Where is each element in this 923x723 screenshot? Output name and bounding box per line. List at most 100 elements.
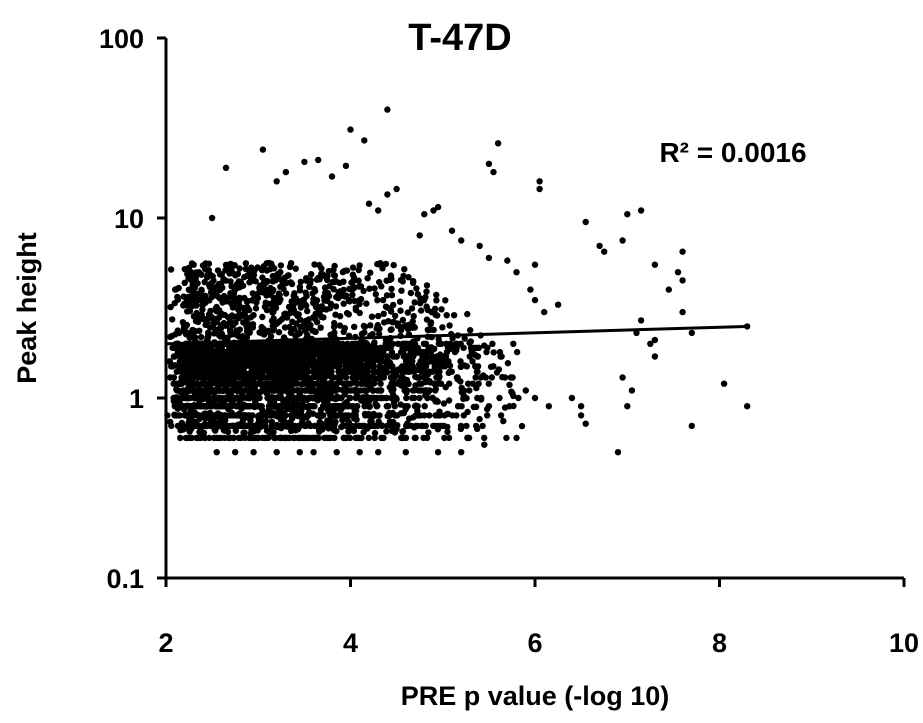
data-point — [307, 321, 314, 329]
data-point — [404, 326, 412, 333]
data-point — [281, 310, 288, 318]
data-point — [333, 428, 340, 435]
data-point — [509, 374, 516, 381]
data-point — [230, 434, 237, 442]
data-point — [209, 273, 216, 280]
data-point — [367, 345, 374, 352]
data-point — [495, 366, 503, 373]
data-point — [232, 449, 239, 456]
data-point — [419, 353, 426, 360]
data-point — [336, 353, 344, 360]
data-point — [413, 403, 421, 410]
data-point — [361, 422, 368, 430]
data-point — [330, 374, 337, 381]
data-point — [222, 164, 230, 171]
data-point — [433, 297, 440, 304]
data-point — [251, 267, 258, 275]
data-point — [399, 428, 407, 435]
data-point — [181, 300, 188, 308]
data-point — [490, 349, 497, 356]
data-point — [311, 315, 319, 323]
data-point — [309, 327, 316, 334]
data-point — [185, 380, 192, 387]
data-point — [688, 329, 695, 337]
data-point — [393, 185, 400, 193]
data-point — [351, 408, 358, 415]
data-point — [387, 374, 395, 381]
data-point — [345, 428, 352, 435]
data-point — [444, 428, 451, 435]
data-point — [212, 427, 219, 434]
data-point — [400, 368, 407, 375]
data-point — [394, 322, 402, 329]
data-point — [394, 412, 401, 419]
data-point — [219, 284, 226, 291]
data-point — [582, 218, 589, 226]
data-point — [262, 299, 269, 306]
data-point — [321, 284, 329, 291]
data-point — [381, 319, 388, 326]
data-point — [204, 353, 211, 360]
data-point — [358, 394, 365, 402]
data-point — [269, 322, 276, 330]
data-point — [503, 434, 510, 442]
data-point — [339, 268, 346, 276]
data-point — [273, 412, 280, 419]
data-point — [485, 380, 492, 387]
data-point — [352, 353, 360, 360]
data-point — [250, 449, 257, 456]
data-point — [405, 368, 412, 375]
data-point — [430, 207, 437, 214]
data-point — [679, 248, 686, 255]
data-point — [235, 410, 243, 418]
data-point — [269, 288, 276, 295]
data-point — [392, 312, 399, 320]
data-point — [293, 310, 300, 317]
data-point — [330, 323, 338, 331]
data-point — [402, 449, 409, 456]
data-point — [357, 349, 364, 356]
data-point — [209, 348, 217, 356]
data-point — [324, 394, 332, 402]
data-point — [193, 301, 200, 308]
data-point — [479, 422, 486, 430]
data-point — [292, 265, 299, 272]
data-point — [469, 358, 476, 365]
data-point — [219, 310, 226, 318]
data-point — [300, 380, 307, 387]
data-point — [460, 392, 467, 399]
data-point — [251, 403, 258, 411]
data-point — [206, 434, 213, 442]
data-point — [425, 344, 432, 351]
data-point — [422, 294, 429, 301]
data-point — [263, 279, 270, 286]
data-point — [382, 340, 389, 347]
data-point — [239, 403, 246, 410]
data-point — [208, 368, 215, 375]
data-point — [356, 309, 363, 317]
data-point — [234, 328, 241, 336]
data-point — [241, 294, 248, 302]
data-point — [317, 406, 324, 413]
data-point — [314, 434, 321, 442]
data-point — [265, 259, 273, 267]
data-point — [211, 286, 219, 294]
chart-title: T-47D — [408, 17, 511, 59]
data-point — [220, 292, 228, 300]
data-point — [484, 412, 491, 419]
data-point — [427, 320, 434, 328]
data-point — [310, 449, 317, 456]
data-point — [293, 412, 301, 419]
data-point — [308, 384, 315, 392]
data-point — [308, 271, 315, 278]
data-point — [387, 422, 395, 430]
data-point — [379, 296, 387, 304]
data-point — [288, 427, 295, 434]
data-point — [297, 434, 304, 442]
data-point — [410, 353, 417, 360]
data-point — [333, 394, 340, 402]
data-point — [434, 203, 442, 211]
data-point — [256, 403, 263, 410]
data-point — [424, 326, 431, 333]
data-point — [504, 360, 512, 367]
